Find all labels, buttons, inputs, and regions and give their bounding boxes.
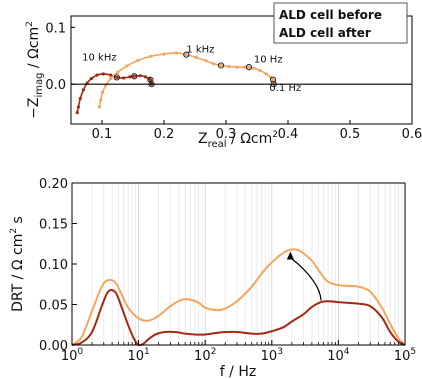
nyquist-point — [128, 75, 132, 79]
nyquist-point — [89, 76, 94, 81]
nyquist-marked-point — [217, 62, 225, 69]
nyquist-point — [122, 76, 126, 80]
nyquist-point — [125, 64, 129, 68]
nyquist-point — [78, 96, 82, 101]
nyquist-panel: 0.1 0.2 0.3 0.4 0.5 0.6 0.0 0.1 10 kHz 1 kHz 10 H… — [25, 2, 422, 150]
nyquist-point — [115, 70, 120, 74]
nyquist-point — [138, 74, 143, 78]
drt-y-tick-label: 0.05 — [39, 299, 68, 314]
nyquist-point — [235, 65, 239, 69]
nyquist-point — [75, 111, 79, 115]
legend-entry-before: ALD cell before — [279, 8, 382, 22]
nyquist-point — [115, 75, 119, 79]
frequency-annotation: 10 kHz — [82, 52, 116, 63]
nyquist-point — [271, 78, 275, 82]
shift-arrow-head — [286, 251, 294, 260]
drt-y-tick-label: 0.10 — [39, 258, 68, 273]
nyquist-point — [252, 66, 256, 70]
nyquist-point — [194, 55, 198, 60]
nyquist-x-tick-label: 0.1 — [92, 127, 113, 142]
nyquist-point — [95, 73, 99, 77]
nyquist-point — [143, 75, 147, 79]
drt-series-after — [71, 248, 406, 346]
nyquist-point — [212, 62, 216, 66]
nyquist-y-tick-label: 0.1 — [45, 21, 66, 36]
drt-y-tick-label: 0.15 — [39, 218, 68, 233]
frequency-annotation: 0.1 Hz — [269, 83, 301, 94]
nyquist-marked-point — [131, 73, 138, 80]
nyquist-x-tick-label: 0.4 — [278, 127, 299, 142]
nyquist-point — [247, 65, 251, 69]
nyquist-marked-point — [113, 74, 120, 81]
nyquist-point — [243, 65, 247, 69]
drt-y-axis-label: DRT / Ω cm2 s — [9, 216, 26, 312]
nyquist-point — [148, 54, 152, 58]
legend-box — [273, 2, 408, 44]
drt-x-tick-label: 102 — [194, 347, 216, 364]
nyquist-y-axis-label: −Zimag / Ωcm2 — [25, 21, 45, 119]
nyquist-point — [264, 72, 268, 76]
nyquist-point — [81, 88, 85, 92]
frequency-annotation: 1 kHz — [186, 44, 214, 55]
nyquist-point — [174, 51, 178, 55]
nyquist-x-tick-label: 0.5 — [340, 127, 361, 142]
nyquist-point — [109, 73, 113, 77]
legend: ALD cell before ALD cell after — [273, 2, 408, 44]
nyquist-y-tick-label: 0.0 — [45, 78, 66, 93]
nyquist-marked-point — [270, 76, 277, 83]
nyquist-point — [109, 76, 113, 81]
nyquist-marked-point — [245, 64, 253, 71]
nyquist-point — [132, 74, 136, 78]
drt-x-tick-label: 105 — [394, 347, 416, 364]
nyquist-point — [227, 64, 231, 69]
nyquist-x-tick-label: 0.2 — [154, 127, 175, 142]
drt-x-tick-label: 100 — [61, 347, 84, 364]
nyquist-point — [101, 90, 105, 94]
nyquist-point — [99, 98, 103, 102]
nyquist-point — [219, 63, 223, 68]
drt-y-tick-label: 0.00 — [39, 339, 68, 354]
nyquist-point — [184, 53, 188, 57]
drt-x-tick-label: 104 — [327, 347, 350, 364]
legend-entry-after: ALD cell after — [279, 26, 371, 40]
nyquist-point — [97, 105, 102, 109]
nyquist-axes-frame — [70, 15, 413, 125]
frequency-annotation: 10 Hz — [254, 55, 283, 66]
drt-panel: 100 101 102 103 104 105 0.00 0.05 0.10 0.15 0.20 f… — [9, 177, 416, 379]
nyquist-series-before — [76, 73, 153, 113]
drt-x-tick-label: 103 — [261, 347, 283, 364]
nyquist-marked-point — [183, 51, 190, 58]
drt-x-axis-label: f / Hz — [220, 364, 256, 379]
nyquist-x-axis-label: Zreal / Ωcm2 — [198, 130, 278, 150]
nyquist-series-after — [98, 52, 275, 108]
nyquist-x-tick-label: 0.3 — [216, 127, 237, 142]
drt-y-tick-label: 0.20 — [39, 177, 68, 192]
nyquist-x-tick-label: 0.6 — [402, 127, 422, 142]
nyquist-point — [258, 68, 262, 73]
drt-series-before — [71, 289, 406, 347]
shift-arrow — [289, 257, 322, 301]
nyquist-point — [76, 105, 81, 109]
drt-axes-frame — [71, 182, 406, 346]
nyquist-point — [101, 72, 105, 76]
nyquist-point — [136, 58, 140, 62]
drt-x-tick-label: 101 — [127, 347, 149, 364]
nyquist-point — [162, 52, 166, 56]
nyquist-point — [204, 59, 208, 63]
